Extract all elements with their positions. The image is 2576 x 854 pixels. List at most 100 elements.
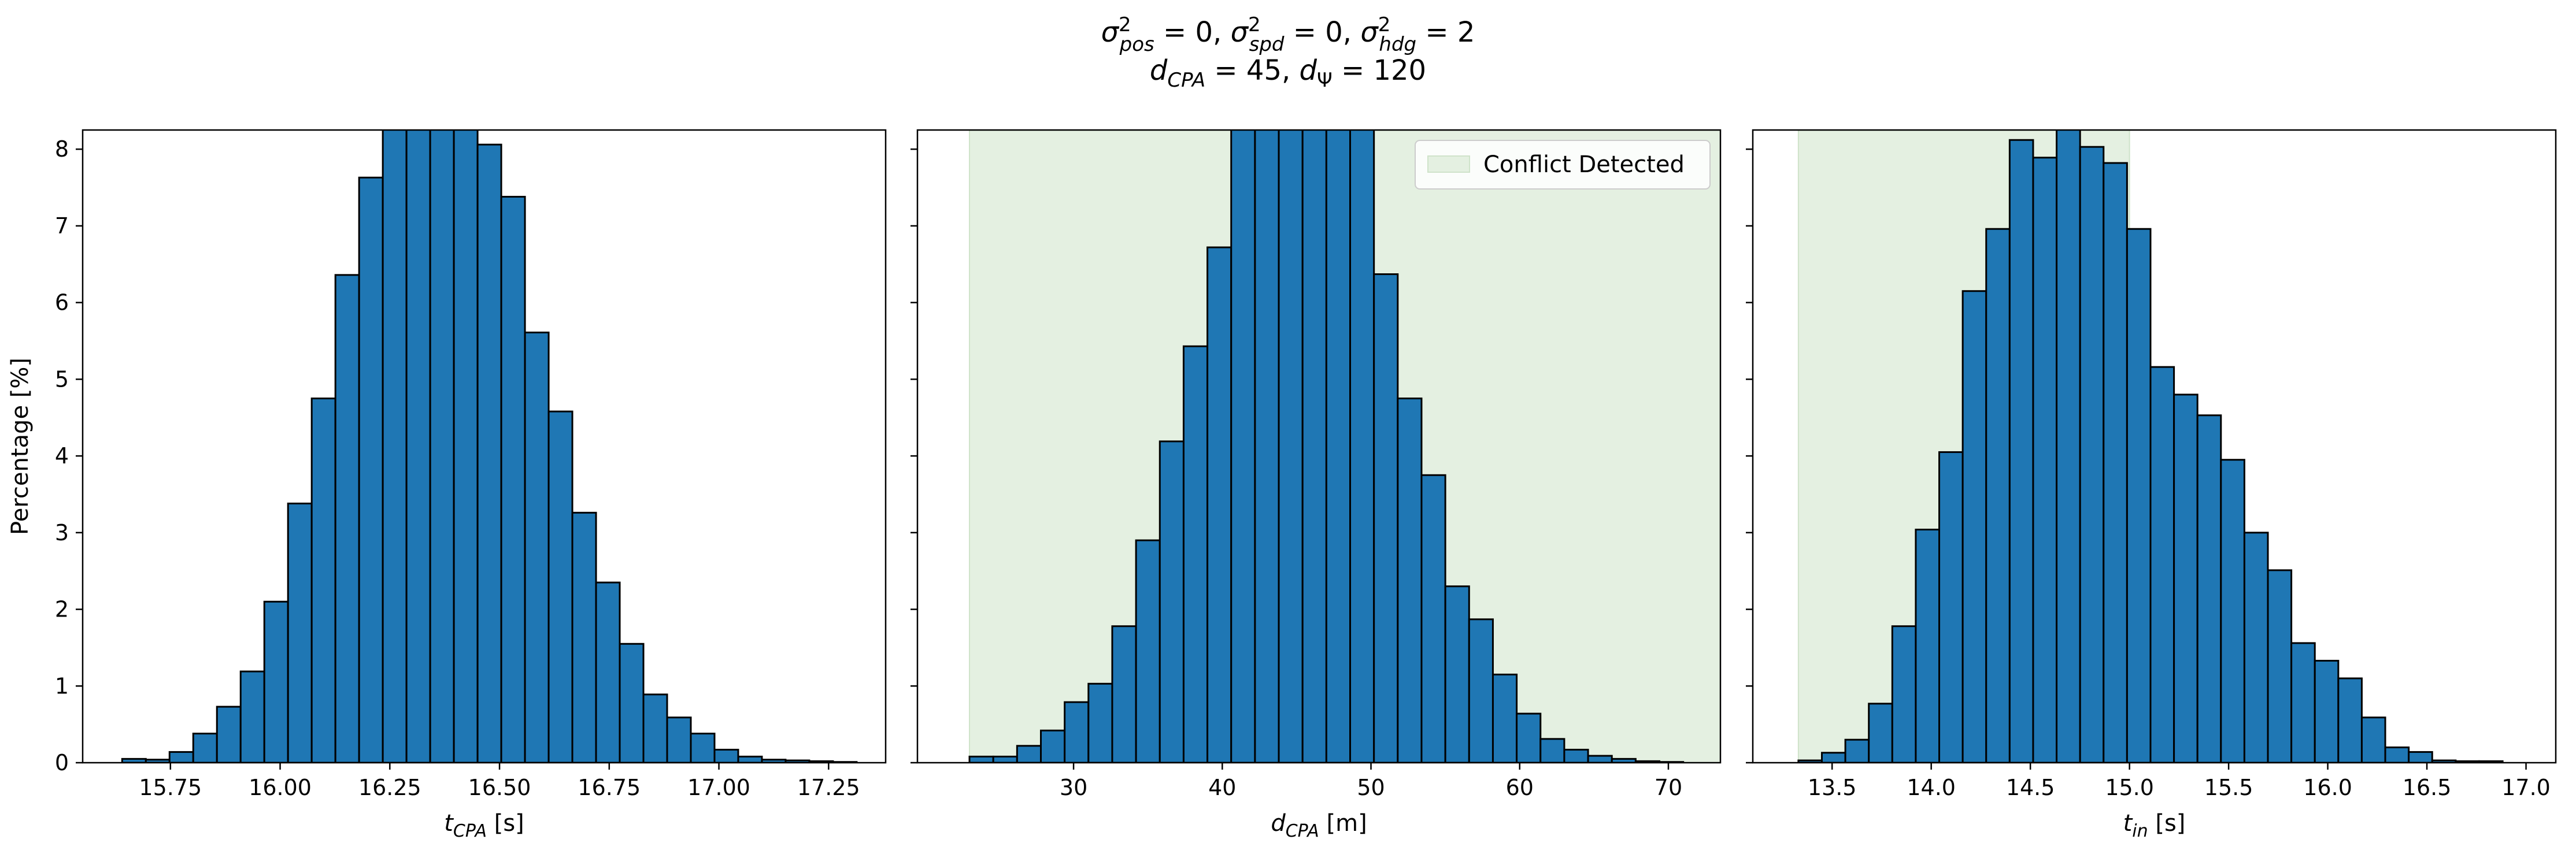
- histogram-bar: [1891, 625, 1917, 763]
- x-axis-label: dCPA [m]: [1271, 810, 1367, 841]
- histogram-bar: [1373, 273, 1399, 763]
- histogram-bar: [2173, 393, 2199, 763]
- histogram-bar: [1301, 130, 1327, 763]
- histogram-bar: [476, 143, 502, 763]
- histogram-bar: [1491, 673, 1518, 763]
- histogram-bar: [1159, 440, 1185, 763]
- legend-swatch: [1427, 155, 1470, 173]
- histogram-bar: [2149, 366, 2175, 763]
- x-tick-label: 16.00: [249, 775, 312, 800]
- histogram-bar: [666, 716, 692, 763]
- histogram-bar: [2314, 659, 2340, 763]
- y-tick-label: 2: [55, 597, 69, 622]
- histogram-bar: [2056, 130, 2081, 763]
- x-tick-label: 15.5: [2204, 775, 2253, 800]
- histogram-bar: [2220, 459, 2245, 763]
- x-tick-label: 15.75: [139, 775, 202, 800]
- x-tick-label: 16.0: [2303, 775, 2352, 800]
- histogram-bar: [2126, 228, 2152, 763]
- x-tick-label: 40: [1208, 775, 1236, 800]
- histogram-bar: [2290, 642, 2316, 763]
- subplot-2: 30 40 50 60 70 dCPA [m] Conflict Detected: [911, 129, 1722, 841]
- y-tick-label: 0: [55, 750, 69, 775]
- x-axis-label: tCPA [s]: [444, 810, 524, 841]
- figure-title-line-1: σ2 pos = 0, σ2 spd = 0, σ2 hdg = 2: [1101, 13, 1475, 56]
- x-tick-label: 16.25: [358, 775, 421, 800]
- axes-frame: [1752, 129, 2557, 764]
- y-tick-label: 5: [55, 366, 69, 392]
- histogram-bar: [168, 751, 194, 763]
- histogram-bar: [1563, 748, 1589, 763]
- figure-title-line-2: dCPA = 45, dΨ = 120: [1150, 54, 1426, 92]
- histogram-bar: [2079, 146, 2105, 763]
- histogram-bar: [1349, 130, 1375, 763]
- histogram-bar: [571, 511, 597, 763]
- histogram-bar: [2478, 760, 2504, 763]
- histogram-bar: [2103, 162, 2128, 763]
- histogram-bar: [619, 643, 645, 763]
- histogram-bar: [2337, 677, 2363, 763]
- x-tick-label: 60: [1506, 775, 1534, 800]
- x-axis-label: tin [s]: [2123, 810, 2186, 841]
- histogram-bar: [1961, 290, 1987, 763]
- histogram-bar: [1539, 738, 1565, 763]
- histogram-bar: [1985, 228, 2011, 763]
- histogram-bar: [2008, 139, 2034, 763]
- histogram-bar: [1016, 745, 1042, 763]
- histogram-bar: [1444, 585, 1470, 763]
- histogram-bar: [405, 130, 431, 763]
- histogram-bar: [500, 195, 526, 763]
- histogram-bar: [263, 600, 289, 763]
- histogram-bar: [2267, 569, 2293, 763]
- histogram-bar: [1516, 712, 1542, 763]
- axes-frame: [916, 129, 1722, 764]
- histogram-bar: [1230, 130, 1256, 763]
- histogram-bar: [1868, 703, 1893, 763]
- legend: Conflict Detected: [1415, 140, 1711, 190]
- y-tick-label: 8: [55, 136, 69, 162]
- histogram-bar: [358, 176, 384, 763]
- histogram-bar: [1064, 701, 1090, 763]
- histogram-bar: [1182, 345, 1209, 763]
- histogram-bar: [2032, 157, 2058, 763]
- histogram-bar: [192, 733, 218, 763]
- x-tick-label: 17.25: [797, 775, 860, 800]
- histogram-bar: [1820, 752, 1846, 763]
- subplot-1: 15.75 16.00 16.25 16.50 16.75 17.00 17.25 0 1 2 3 4…: [7, 129, 887, 841]
- x-tick-label: 15.0: [2105, 775, 2154, 800]
- histogram-bar: [1039, 729, 1066, 763]
- subplot-3: 13.5 14.0 14.5 15.0 15.5 16.0 16.5 17.0 tin [s]: [1746, 129, 2557, 841]
- histogram-bar: [1135, 539, 1161, 763]
- histogram-bar: [595, 581, 621, 763]
- histogram-bar: [1587, 755, 1613, 763]
- histogram-bar: [968, 755, 994, 763]
- axes-frame: [82, 129, 887, 764]
- y-axis-label: Percentage [%]: [7, 358, 34, 535]
- histogram-bar: [2408, 751, 2433, 763]
- x-tick-label: 30: [1060, 775, 1087, 800]
- y-tick-label: 4: [55, 443, 69, 469]
- histogram-bar: [239, 670, 265, 763]
- histogram-bar: [642, 693, 668, 763]
- histogram-bar: [1397, 398, 1423, 763]
- histogram-bar: [334, 274, 360, 763]
- x-tick-label: 13.5: [1808, 775, 1857, 800]
- y-tick-label: 6: [55, 290, 69, 315]
- histogram-bar: [216, 706, 242, 763]
- x-tick-label: 50: [1357, 775, 1385, 800]
- x-tick-label: 14.5: [2006, 775, 2055, 800]
- x-tick-label: 16.5: [2403, 775, 2452, 800]
- histogram-bar: [1938, 451, 1964, 763]
- x-tick-label: 17.0: [2501, 775, 2551, 800]
- histogram-bar: [2196, 414, 2222, 763]
- histogram-bar: [1915, 529, 1941, 763]
- histogram-bar: [2384, 746, 2410, 763]
- y-tick-label: 7: [55, 213, 69, 239]
- x-tick-label: 16.50: [468, 775, 531, 800]
- histogram-bar: [1111, 625, 1137, 763]
- histogram-bar: [1420, 474, 1446, 763]
- y-tick-label: 1: [55, 673, 69, 699]
- histogram-bar: [524, 331, 550, 763]
- histogram-bar: [690, 733, 716, 763]
